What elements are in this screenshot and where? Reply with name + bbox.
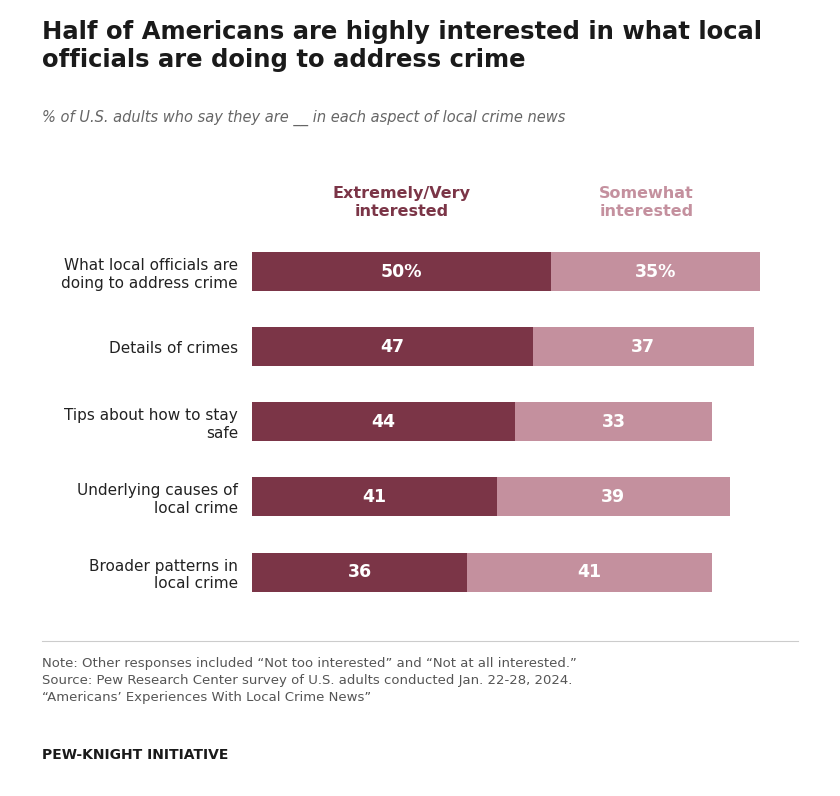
Text: PEW-KNIGHT INITIATIVE: PEW-KNIGHT INITIATIVE (42, 748, 228, 763)
Bar (252, 478, 497, 517)
Text: 39: 39 (601, 488, 626, 506)
Text: Somewhat
interested: Somewhat interested (599, 185, 694, 219)
Text: Extremely/Very
interested: Extremely/Very interested (333, 185, 470, 219)
Bar (533, 327, 753, 366)
Text: Half of Americans are highly interested in what local
officials are doing to add: Half of Americans are highly interested … (42, 20, 762, 72)
Text: 50%: 50% (381, 263, 422, 281)
Bar (497, 478, 730, 517)
Bar (252, 552, 467, 591)
Bar (252, 327, 533, 366)
Text: 35%: 35% (634, 263, 676, 281)
Text: 44: 44 (371, 413, 396, 431)
Text: 41: 41 (362, 488, 386, 506)
Bar (252, 252, 551, 291)
Bar (467, 552, 712, 591)
Text: Note: Other responses included “Not too interested” and “Not at all interested.”: Note: Other responses included “Not too … (42, 657, 577, 704)
Bar (252, 402, 515, 442)
Text: 33: 33 (601, 413, 626, 431)
Bar (551, 252, 759, 291)
Text: % of U.S. adults who say they are __ in each aspect of local crime news: % of U.S. adults who say they are __ in … (42, 110, 565, 126)
Text: 36: 36 (348, 563, 371, 581)
Text: 37: 37 (631, 338, 655, 356)
Text: 41: 41 (577, 563, 601, 581)
Text: 47: 47 (381, 338, 404, 356)
Bar (515, 402, 712, 442)
